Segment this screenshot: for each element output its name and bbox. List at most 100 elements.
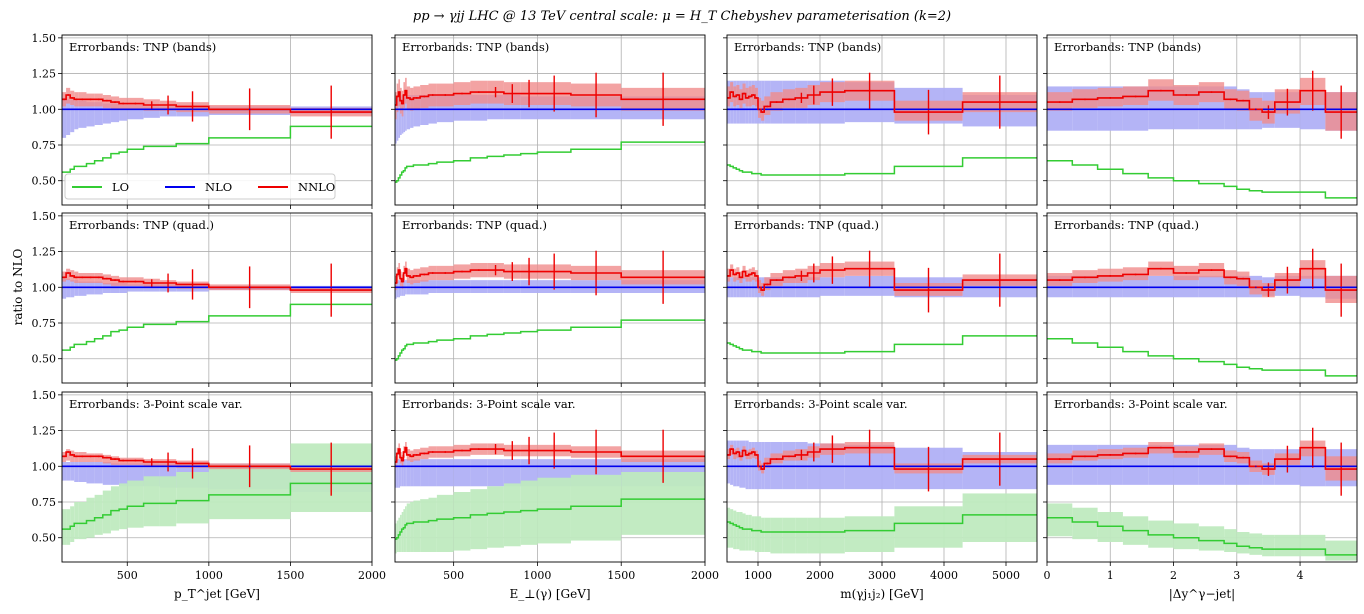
nlo-band-bin <box>74 100 79 130</box>
nlo-band-bin <box>127 463 144 487</box>
lo-band-bin <box>844 516 895 552</box>
panel-frame <box>61 212 373 384</box>
lo-band-bin <box>570 474 622 541</box>
lo-series-line <box>62 303 372 351</box>
lo-band-bin <box>730 509 734 548</box>
y-tick-label: 1.50 <box>32 210 57 223</box>
nlo-band-bin <box>66 99 71 135</box>
nlo-band-bin <box>453 459 471 487</box>
lo-band-bin <box>66 509 71 545</box>
nlo-band-bin <box>119 463 128 487</box>
x-axis-label: m(γj₁j₂) [GeV] <box>840 587 924 601</box>
y-tick-label: 1.00 <box>32 460 57 473</box>
nlo-band-bin <box>405 95 407 131</box>
nnlo-band-bin <box>758 97 762 118</box>
y-tick-label: 0.50 <box>32 532 57 545</box>
nlo-band-bin <box>745 440 749 490</box>
nlo-band-bin <box>436 459 454 487</box>
lo-band-bin <box>74 502 79 540</box>
nlo-band-bin <box>94 462 103 484</box>
nlo-band-bin <box>396 96 399 141</box>
legend-label: NNLO <box>298 180 335 194</box>
x-tick-label: 1000 <box>195 569 223 582</box>
nlo-band-bin <box>66 462 71 481</box>
plot-area <box>62 213 372 383</box>
plot-area <box>1047 213 1357 383</box>
panel-E_perp_gamma-row2: Errorbands: TNP (quad.) <box>391 212 706 387</box>
lo-series-line <box>395 498 705 540</box>
panel-m_gamma_j1_j2-row1: Errorbands: TNP (bands) <box>723 34 1038 209</box>
lo-band-bin <box>748 514 752 551</box>
nlo-band-bin <box>410 95 414 128</box>
panel-label: Errorbands: TNP (bands) <box>69 40 216 54</box>
nlo-band-bin <box>78 462 87 482</box>
x-tick-label: 1000 <box>523 569 551 582</box>
panel-delta_y_gamma_jet-row1: Errorbands: TNP (bands) <box>1043 34 1358 209</box>
x-tick-label: 2 <box>1170 569 1177 582</box>
lo-band-bin <box>119 483 128 530</box>
lo-series-line <box>727 514 1037 533</box>
nlo-band-bin <box>395 281 397 299</box>
nlo-band-bin <box>102 462 111 485</box>
lo-band-bin <box>742 513 746 551</box>
nlo-band-bin <box>406 459 411 487</box>
nnlo-band-bin <box>94 453 103 462</box>
y-tick-label: 1.00 <box>32 281 57 294</box>
nlo-band-bin <box>739 440 743 488</box>
lo-band-bin <box>487 486 504 548</box>
lo-series-line <box>1047 516 1357 556</box>
lo-band-bin <box>758 516 762 552</box>
nnlo-band-bin <box>70 450 75 462</box>
nlo-band-bin <box>78 100 87 128</box>
nlo-band-bin <box>396 459 399 488</box>
lo-band-bin <box>86 497 95 538</box>
lo-band-bin <box>1274 534 1301 557</box>
nlo-band-bin <box>727 440 731 484</box>
legend: LO NLO NNLO <box>64 173 336 200</box>
nlo-band-bin <box>396 281 399 298</box>
x-tick-label: 500 <box>443 569 464 582</box>
panel-E_perp_gamma-row3: Errorbands: 3-Point scale var. 500 1000 150… <box>391 391 719 601</box>
nlo-band-bin <box>398 96 401 138</box>
nlo-band-bin <box>395 459 397 488</box>
legend-box <box>64 173 336 200</box>
nlo-band-bin <box>487 459 504 487</box>
plot-area <box>395 213 705 383</box>
plot-area <box>62 392 372 562</box>
nlo-band-bin <box>742 440 746 488</box>
lo-series-line <box>1047 159 1357 199</box>
nlo-band-bin <box>410 459 414 487</box>
plot-area <box>1047 392 1357 562</box>
panel-frame <box>1046 212 1358 384</box>
lo-series-line <box>395 141 705 183</box>
panel-frame <box>61 34 373 206</box>
nlo-band-bin <box>143 106 160 118</box>
nlo-band-bin <box>94 102 103 125</box>
nlo-band-bin <box>403 459 406 487</box>
nlo-band-bin <box>70 462 75 481</box>
panel-frame <box>1046 391 1358 563</box>
x-tick-label: 3000 <box>868 569 896 582</box>
panel-pT_jet-row1: Errorbands: TNP (bands) 0.50 0.75 1.00 1.25 1… <box>32 32 373 209</box>
lo-band-bin <box>396 520 399 552</box>
lo-band-bin <box>1047 503 1073 537</box>
nlo-band-bin <box>395 97 397 144</box>
panel-label: Errorbands: TNP (quad.) <box>402 218 547 232</box>
lo-band-bin <box>1262 534 1275 557</box>
y-tick-label: 0.75 <box>32 139 57 152</box>
lo-band-bin <box>739 512 743 551</box>
figure-title: pp → γjj LHC @ 13 TeV central scale: μ =… <box>413 9 951 24</box>
x-tick-label: 0 <box>1044 569 1051 582</box>
panel-pT_jet-row2: Errorbands: TNP (quad.) 0.50 0.75 1.00 1.25 1… <box>32 210 373 387</box>
lo-band-bin <box>62 509 67 545</box>
plot-area <box>395 392 705 562</box>
x-tick-label: 2000 <box>691 569 719 582</box>
nlo-band-bin <box>503 459 521 487</box>
nlo-band-bin <box>400 96 402 135</box>
lo-series-line <box>727 335 1037 354</box>
lo-band-bin <box>782 517 796 554</box>
x-axis-label: E_⊥(γ) [GeV] <box>509 587 590 601</box>
nlo-band-bin <box>1047 444 1073 485</box>
